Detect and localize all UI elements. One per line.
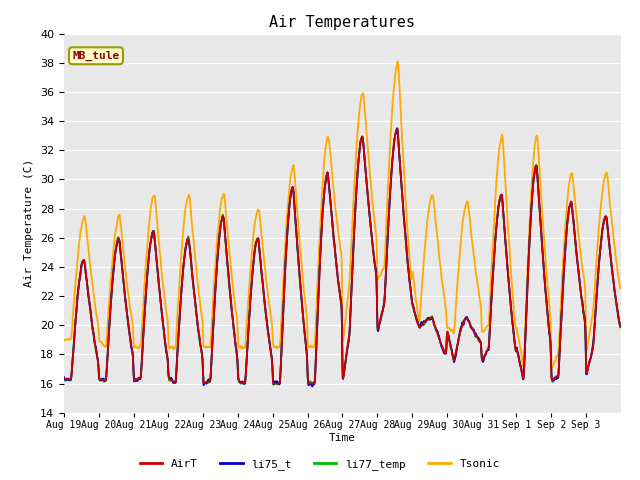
X-axis label: Time: Time	[329, 432, 356, 443]
Title: Air Temperatures: Air Temperatures	[269, 15, 415, 30]
Legend: AirT, li75_t, li77_temp, Tsonic: AirT, li75_t, li77_temp, Tsonic	[136, 455, 504, 474]
Text: MB_tule: MB_tule	[72, 51, 120, 61]
Y-axis label: Air Temperature (C): Air Temperature (C)	[24, 159, 35, 288]
